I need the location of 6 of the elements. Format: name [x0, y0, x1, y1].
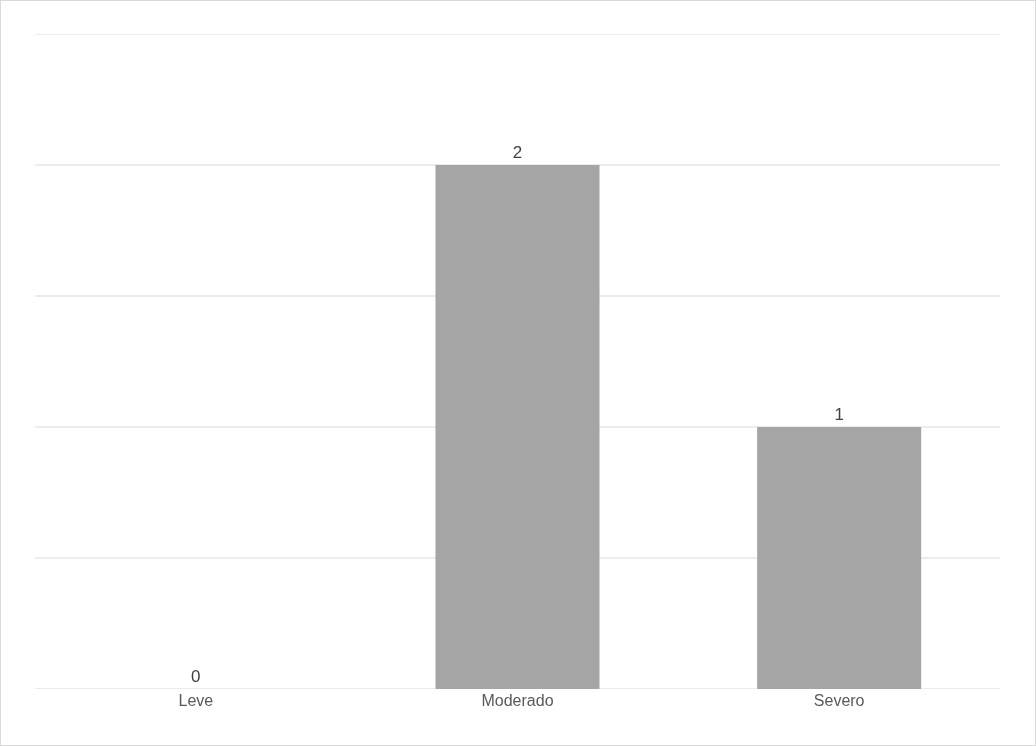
data-label: 1 [834, 405, 844, 424]
x-tick-label: Moderado [481, 692, 554, 709]
x-tick-label: Leve [178, 692, 214, 709]
data-label: 0 [191, 667, 201, 686]
x-tick-label: Severo [813, 692, 865, 709]
data-label: 2 [512, 143, 523, 162]
